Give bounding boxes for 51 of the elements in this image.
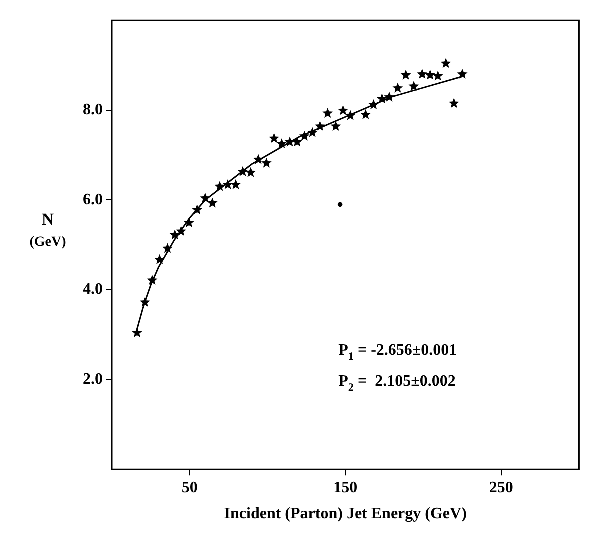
x-axis-title: Incident (Parton) Jet Energy (GeV) — [224, 506, 467, 523]
point — [269, 133, 280, 144]
x-tick-label: 150 — [334, 479, 358, 496]
point — [408, 81, 420, 92]
point — [440, 58, 452, 68]
point — [154, 254, 166, 264]
point — [276, 138, 288, 149]
point — [400, 70, 412, 80]
point — [246, 167, 256, 178]
point — [284, 136, 296, 147]
point — [184, 218, 194, 228]
point — [338, 202, 343, 208]
point — [330, 121, 342, 132]
point — [425, 70, 436, 80]
point — [132, 328, 142, 338]
point — [292, 136, 303, 147]
point — [207, 198, 218, 208]
point — [176, 226, 187, 236]
point — [368, 100, 380, 110]
point — [457, 68, 468, 79]
point — [147, 275, 158, 286]
point — [253, 154, 264, 164]
point — [417, 68, 428, 79]
point — [299, 130, 310, 141]
point — [261, 158, 272, 168]
y-tick-label: 2.0 — [83, 370, 103, 388]
point — [222, 179, 234, 190]
point — [338, 105, 348, 116]
x-tick-label: 50 — [182, 479, 198, 496]
point — [392, 82, 404, 93]
point — [432, 70, 444, 81]
point — [322, 108, 334, 118]
point — [314, 121, 326, 132]
point — [376, 94, 388, 104]
y-tick-label: 4.0 — [83, 281, 103, 298]
point — [200, 192, 211, 203]
y-tick-label: 8.0 — [83, 102, 103, 119]
point — [140, 297, 150, 308]
point — [360, 109, 372, 120]
point — [192, 204, 203, 215]
point — [162, 243, 173, 254]
y-tick-label: 6.0 — [83, 191, 103, 208]
point — [307, 127, 318, 138]
point — [214, 181, 226, 192]
x-tick-label: 250 — [489, 479, 514, 496]
point — [345, 110, 356, 120]
point — [238, 166, 248, 176]
point — [230, 179, 242, 190]
y-axis-title: N (GeV) — [30, 210, 67, 250]
point — [384, 92, 395, 102]
point — [448, 98, 460, 108]
